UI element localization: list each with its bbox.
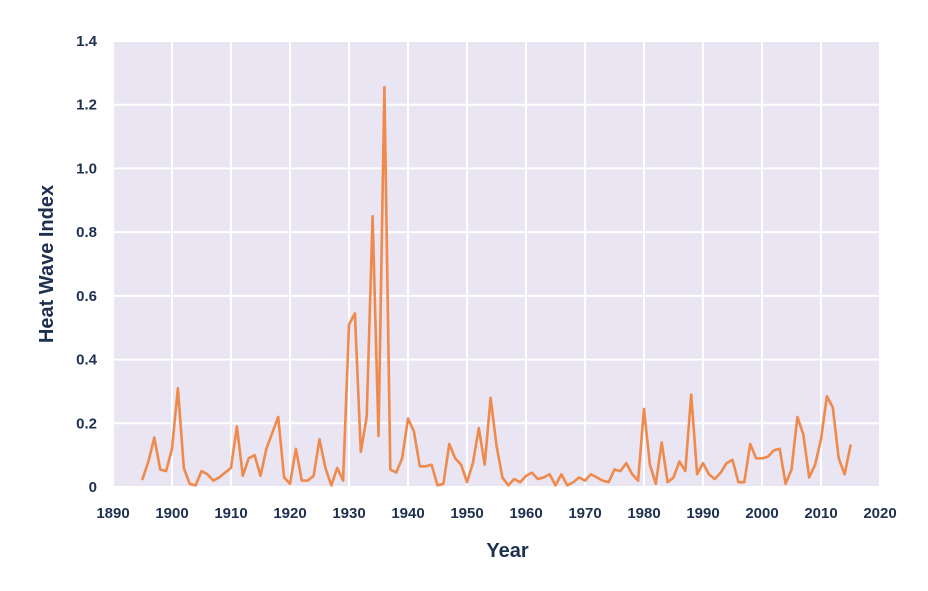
y-tick-0.6: 0.6: [76, 288, 97, 305]
x-tick-1910: 1910: [214, 505, 247, 522]
y-tick-0.2: 0.2: [76, 415, 97, 432]
x-tick-1900: 1900: [155, 505, 188, 522]
x-tick-1920: 1920: [273, 505, 306, 522]
x-tick-1980: 1980: [627, 505, 660, 522]
y-tick-labels: 0 0.2 0.4 0.6 0.8 1.0 1.2 1.4: [76, 33, 98, 496]
vertical-gridlines: [112, 41, 881, 487]
x-tick-1990: 1990: [686, 505, 719, 522]
x-tick-1970: 1970: [568, 505, 601, 522]
x-tick-1960: 1960: [509, 505, 542, 522]
y-tick-1.0: 1.0: [76, 160, 97, 177]
series-group: [141, 85, 852, 487]
series-line-0: [141, 85, 852, 487]
y-tick-0: 0: [89, 479, 97, 496]
x-axis-title: Year: [486, 540, 528, 562]
y-tick-1.2: 1.2: [76, 97, 97, 114]
x-tick-2010: 2010: [804, 505, 837, 522]
x-tick-1950: 1950: [450, 505, 483, 522]
y-tick-0.8: 0.8: [76, 224, 97, 241]
x-tick-1930: 1930: [332, 505, 365, 522]
x-tick-1940: 1940: [391, 505, 424, 522]
x-tick-2000: 2000: [745, 505, 778, 522]
x-tick-1890: 1890: [96, 505, 129, 522]
y-tick-1.4: 1.4: [76, 33, 98, 50]
y-tick-0.4: 0.4: [76, 352, 98, 369]
x-tick-labels: 1890 1900 1910 1920 1930 1940 1950 1960 1970 1980…: [96, 505, 896, 522]
x-tick-2020: 2020: [863, 505, 896, 522]
horizontal-gridlines: [113, 40, 880, 488]
plot-area: [113, 41, 880, 487]
y-axis-title: Heat Wave Index: [36, 185, 58, 343]
